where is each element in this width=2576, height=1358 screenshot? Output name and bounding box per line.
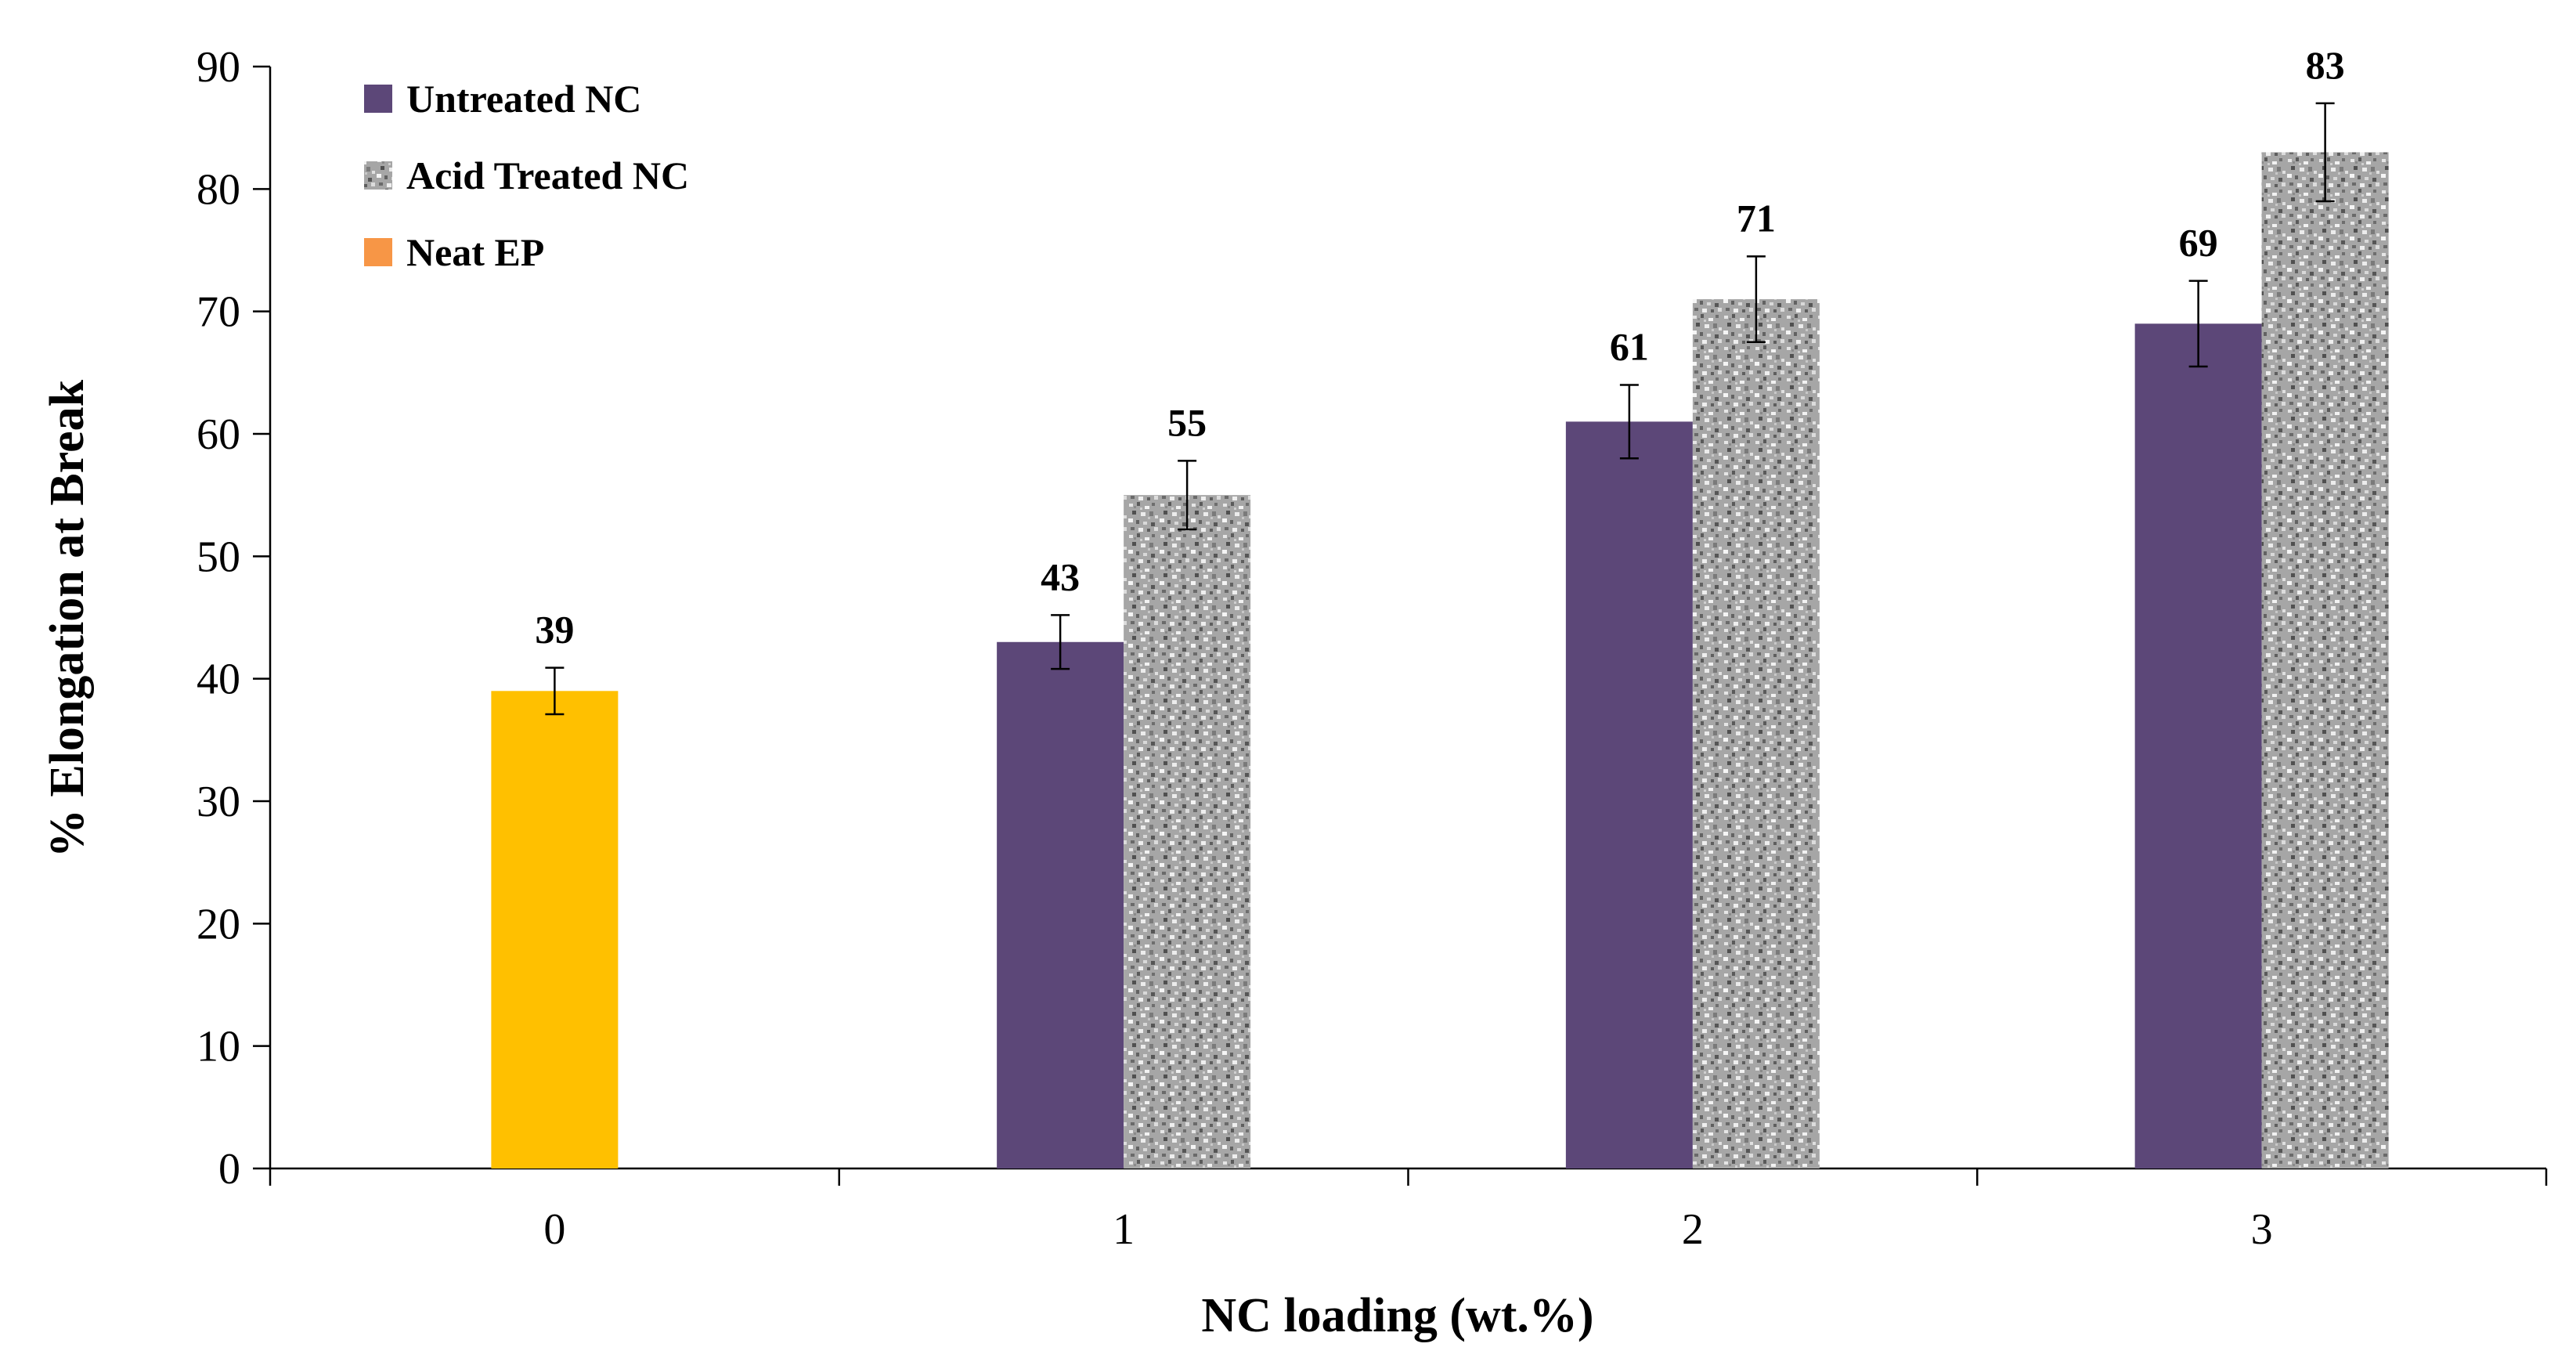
y-tick-label: 90 [197,43,240,92]
legend-swatch [364,161,392,190]
y-tick-label: 70 [197,288,240,337]
legend-label: Neat EP [406,230,544,274]
y-tick-label: 30 [197,778,240,826]
bar [1565,421,1693,1168]
y-axis-title: % Elongation at Break [41,379,94,858]
bar [2134,323,2262,1168]
y-tick-label: 0 [218,1145,240,1194]
data-labels: 39 43 55 61 71 69 83 [535,43,2344,652]
legend-label: Untreated NC [406,77,641,121]
x-tick-label: 1 [1113,1205,1135,1254]
x-axis-ticks: 0 1 2 3 [269,1168,2548,1254]
x-tick-label: 3 [2251,1205,2273,1254]
y-axis-ticks: 0 10 20 30 40 50 60 70 80 90 [197,43,270,1194]
bar [1692,299,1820,1168]
bar [491,691,619,1168]
data-label: 43 [1041,554,1080,598]
bar [2261,152,2389,1168]
data-label: 55 [1167,400,1207,444]
bar [1124,495,1251,1168]
data-label: 71 [1737,196,1776,240]
y-tick-label: 50 [197,533,240,581]
error-bars [545,102,2335,716]
data-label: 83 [2306,43,2345,87]
bar-series [491,152,2389,1168]
plot-area: 0 10 20 30 40 50 60 70 80 90 0 1 2 3 39 43 55 61 71 69 83 [197,43,2548,1254]
y-tick-label: 80 [197,165,240,214]
legend: Untreated NC Acid Treated NC Neat EP [364,77,689,274]
y-tick-label: 20 [197,900,240,948]
data-label: 39 [535,608,574,652]
y-tick-label: 40 [197,656,240,704]
legend-swatch [364,238,392,266]
x-axis-title: NC loading (wt.%) [1201,1289,1593,1342]
y-tick-label: 10 [197,1023,240,1071]
legend-swatch [364,85,392,113]
x-tick-label: 2 [1682,1205,1704,1254]
bar [997,641,1124,1168]
data-label: 61 [1610,324,1649,368]
data-label: 69 [2179,221,2218,265]
x-tick-label: 0 [543,1205,565,1254]
legend-label: Acid Treated NC [406,153,689,197]
y-tick-label: 60 [197,410,240,459]
